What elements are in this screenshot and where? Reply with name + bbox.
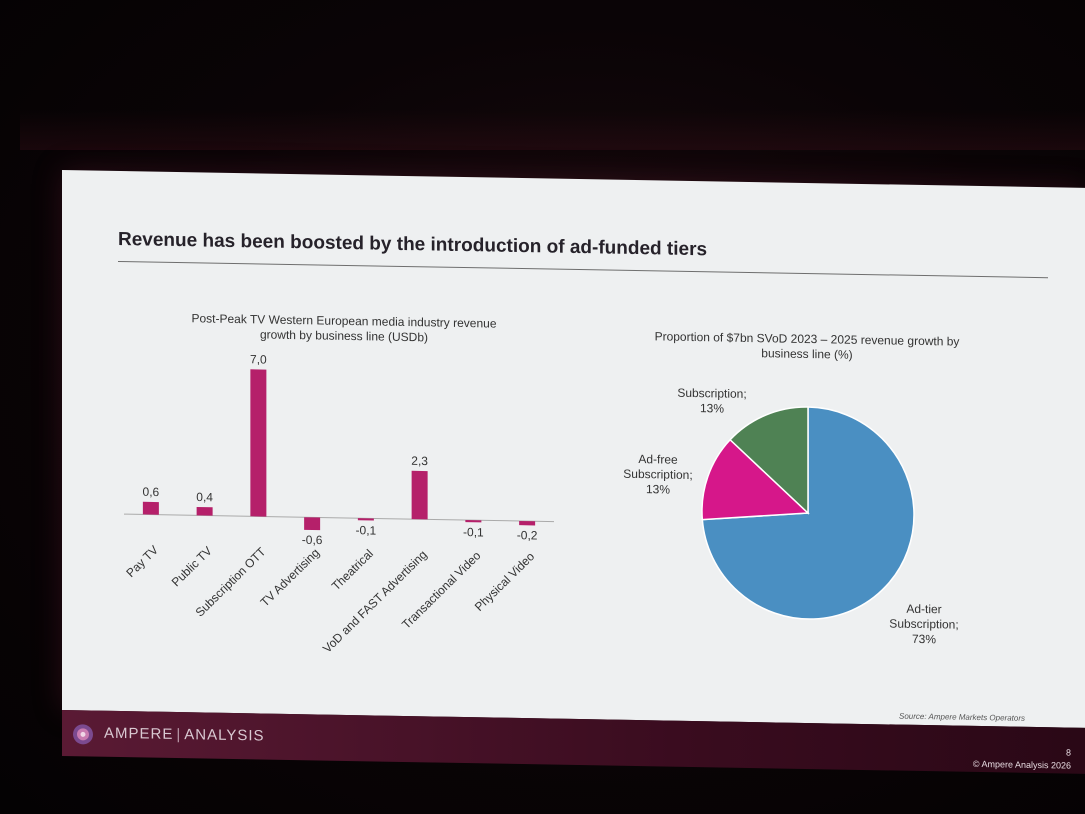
pie-slice-label: Subscription;13% [677, 386, 746, 416]
page-number: 8 [1065, 747, 1071, 758]
bar-1 [196, 506, 213, 516]
bar-category-label: VoD and FAST Advertising [320, 547, 430, 655]
brand-left: AMPERE [104, 724, 174, 743]
brand-separator: | [176, 725, 182, 744]
pie-slice-1 [701, 438, 810, 521]
bar-chart-title-line2: growth by business line (USDb) [260, 327, 428, 344]
bar-category-label: Theatrical [329, 547, 376, 594]
bar-value-label: 0,6 [143, 485, 160, 499]
pie-chart-title-line1: Proportion of $7bn SVoD 2023 – 2025 reve… [655, 329, 960, 348]
brand-name: AMPERE | ANALYSIS [104, 725, 265, 745]
brand-right: ANALYSIS [184, 726, 265, 745]
bar-value-label: 2,3 [411, 454, 428, 468]
bar-zero-axis [124, 513, 554, 523]
bar-4 [357, 518, 374, 521]
bar-category-label: Pay TV [123, 543, 161, 580]
bar-value-label: 0,4 [196, 490, 213, 504]
pie-chart-title-line2: business line (%) [761, 346, 852, 362]
bar-value-label: -0,1 [463, 525, 484, 539]
ampere-logo-icon [73, 724, 93, 745]
slide-footer: AMPERE | ANALYSIS 8 © Ampere Analysis 2026 [62, 710, 1085, 774]
bar-value-label: -0,6 [302, 533, 323, 547]
bar-value-label: -0,2 [517, 528, 538, 542]
bar-category-label: Public TV [169, 544, 215, 590]
bar-value-label: -0,1 [356, 523, 377, 537]
bar-2 [250, 369, 267, 517]
pie-slice-2 [729, 406, 809, 515]
pie-chart: Ad-tierSubscription;73% Ad-freeSubscripti… [623, 386, 958, 647]
screen-glow [20, 110, 1085, 150]
presentation-slide: Revenue has been boosted by the introduc… [62, 170, 1085, 774]
bar-5 [411, 470, 428, 520]
copyright: © Ampere Analysis 2026 [972, 758, 1071, 771]
bar-value-label: 7,0 [250, 352, 267, 366]
bar-0 [142, 501, 159, 515]
bar-6 [465, 520, 482, 523]
bar-7 [519, 520, 536, 526]
bar-3 [304, 517, 321, 531]
bar-chart-title-line1: Post-Peak TV Western European media indu… [191, 311, 496, 330]
pie-slice-label: Ad-tierSubscription;73% [889, 601, 958, 646]
pie-slice-label: Ad-freeSubscription;13% [623, 452, 692, 497]
charts-canvas: Post-Peak TV Western European media indu… [123, 311, 960, 656]
